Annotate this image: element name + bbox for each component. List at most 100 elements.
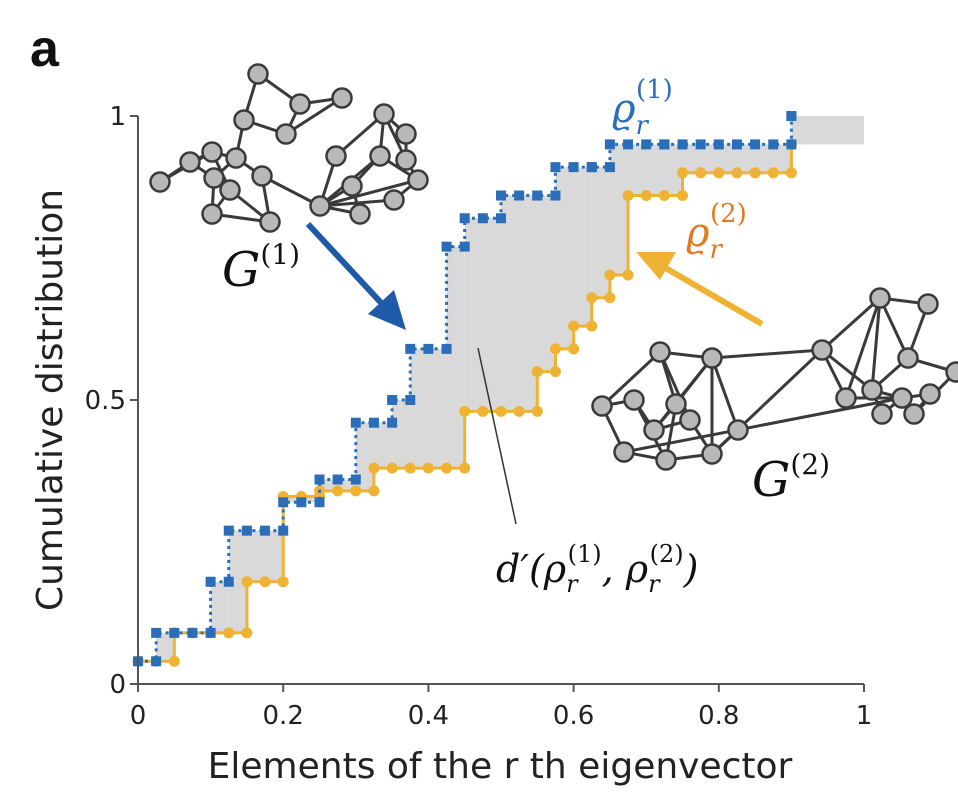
data-point: [549, 343, 561, 355]
data-point: [731, 139, 742, 150]
data-point: [713, 167, 725, 179]
graph-edge: [710, 357, 740, 431]
graph-node: [289, 93, 311, 115]
g2-arrow: [636, 252, 764, 327]
y-axis-label: Cumulative distribution: [30, 189, 71, 611]
shade-segment: [537, 195, 556, 372]
graph-node: [811, 339, 833, 361]
graph-node: [341, 175, 363, 197]
data-point: [622, 269, 634, 281]
data-point: [278, 525, 289, 536]
data-point: [604, 139, 615, 150]
graph-node: [219, 179, 241, 201]
data-point: [750, 139, 761, 150]
graph-node: [701, 347, 723, 369]
data-point: [277, 576, 289, 588]
data-point: [496, 190, 506, 201]
data-point: [568, 162, 579, 173]
graph-node: [623, 389, 645, 411]
graph-node: [945, 361, 958, 383]
data-point: [368, 485, 380, 497]
data-point: [531, 405, 543, 417]
graph-edge: [844, 297, 882, 399]
graph-edge: [820, 296, 882, 352]
data-point: [332, 474, 343, 485]
shade-segment: [373, 422, 393, 469]
data-point: [640, 190, 652, 202]
data-point: [387, 417, 398, 428]
network-graph-g2-icon: [591, 287, 958, 471]
graph-node: [373, 103, 395, 125]
data-point: [205, 627, 216, 638]
graph-edge: [600, 350, 662, 408]
distance-label: d′(ρr(1), ρr(2)): [496, 540, 698, 598]
data-point: [786, 111, 797, 121]
data-point: [785, 167, 797, 179]
shade-segment: [156, 632, 175, 662]
graph-node: [679, 409, 701, 431]
data-point: [368, 417, 379, 428]
graph-node: [903, 403, 925, 425]
shade-segment: [319, 479, 356, 491]
graph-node: [643, 419, 665, 441]
data-point: [768, 139, 779, 150]
graph-node: [247, 63, 269, 85]
rho2-label: ϱr(2): [686, 199, 747, 265]
data-point: [677, 190, 688, 202]
graph-edge: [261, 174, 321, 208]
shade-segment: [355, 422, 374, 491]
data-point: [169, 627, 180, 638]
graph-node: [275, 123, 297, 145]
shade-segment: [628, 144, 665, 196]
shade-segment: [791, 116, 864, 145]
series-1: [133, 111, 797, 667]
graph-node: [325, 145, 347, 167]
data-point: [477, 405, 489, 417]
shade-segment: [555, 167, 574, 349]
x-tick-label: 0: [130, 701, 147, 731]
graph-node: [259, 211, 281, 233]
graph-node: [179, 151, 201, 173]
data-point: [550, 162, 561, 173]
data-point: [241, 525, 252, 536]
data-point: [586, 292, 598, 304]
graph-node: [201, 141, 223, 163]
distance-shaded-area: [156, 116, 864, 662]
data-point: [477, 213, 488, 224]
graph-node: [871, 403, 893, 425]
data-point: [549, 366, 561, 378]
data-point: [695, 167, 707, 179]
data-point: [622, 190, 634, 202]
graph-node: [917, 293, 939, 315]
data-point: [423, 343, 434, 354]
data-point: [531, 366, 543, 378]
g2-label: G(2): [752, 448, 830, 508]
data-point: [731, 167, 743, 179]
distance-pointer-line: [477, 347, 517, 525]
graph-node: [655, 449, 677, 471]
graph-edge: [319, 178, 419, 208]
shade-segment: [210, 581, 229, 633]
data-point: [441, 343, 452, 354]
data-point: [459, 462, 471, 474]
data-point: [168, 655, 180, 667]
x-tick-label: 0.6: [553, 701, 594, 731]
graph-node: [395, 123, 417, 145]
graph-node: [395, 149, 417, 171]
data-point: [586, 320, 598, 332]
graph-node: [835, 387, 857, 409]
data-point: [314, 474, 325, 485]
graph-node: [251, 165, 273, 187]
data-point: [223, 627, 235, 639]
shade-segment: [591, 167, 610, 298]
data-point: [659, 139, 670, 150]
data-point: [695, 139, 706, 150]
graph-node: [591, 395, 613, 417]
graph-node: [309, 195, 331, 217]
graph-node: [701, 443, 723, 465]
shade-segment: [573, 167, 592, 327]
x-tick-label: 0.4: [408, 701, 449, 731]
graph-node: [665, 393, 687, 415]
shade-segment: [228, 530, 247, 633]
data-point: [623, 139, 634, 150]
